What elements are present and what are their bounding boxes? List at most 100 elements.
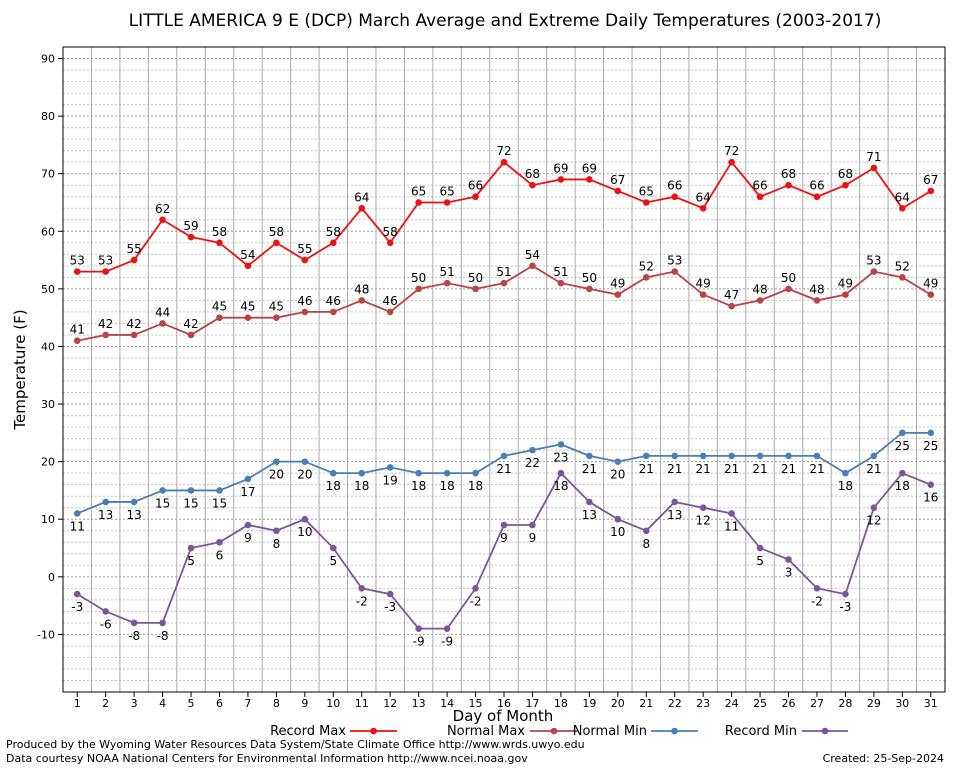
- data-label: 13: [98, 508, 113, 522]
- data-label: 62: [155, 202, 170, 216]
- data-label: 19: [383, 473, 398, 487]
- data-label: 50: [468, 271, 483, 285]
- data-label: 20: [297, 468, 312, 482]
- data-label: 12: [866, 514, 881, 528]
- data-point: [187, 487, 195, 494]
- data-label: 18: [895, 479, 910, 493]
- data-label: -2: [811, 594, 823, 608]
- data-point: [899, 274, 906, 281]
- data-label: 25: [923, 439, 938, 453]
- y-tick-label: -10: [37, 628, 55, 641]
- data-label: 11: [724, 519, 739, 533]
- data-label: 48: [354, 282, 369, 296]
- data-point: [842, 181, 849, 189]
- data-label: 55: [126, 242, 141, 256]
- data-label: -9: [441, 635, 453, 649]
- data-point: [216, 239, 223, 247]
- data-label: 48: [809, 282, 824, 296]
- data-point: [358, 469, 366, 477]
- x-tick-label: 10: [326, 697, 340, 710]
- data-point: [842, 291, 849, 298]
- data-label: -3: [71, 600, 83, 614]
- series-normal-min: 11 13 13 15 15 15 17 20 20 18 18 19 18 18 18 21 22 23 21 20…: [70, 429, 938, 533]
- data-label: 15: [183, 496, 198, 510]
- x-tick-label: 17: [525, 697, 539, 710]
- data-label: -8: [128, 629, 140, 643]
- data-label: 18: [439, 479, 454, 493]
- data-label: 42: [98, 317, 113, 331]
- data-label: 21: [752, 462, 767, 476]
- data-label: 3: [785, 566, 793, 580]
- data-label: 53: [98, 254, 113, 268]
- data-label: 13: [667, 508, 682, 522]
- data-label: 71: [866, 150, 881, 164]
- data-point: [273, 239, 280, 247]
- data-label: 65: [639, 184, 654, 198]
- data-point: [699, 291, 707, 298]
- data-label: 67: [923, 173, 938, 187]
- data-point: [842, 469, 849, 477]
- data-point: [927, 481, 935, 488]
- y-tick-label: 10: [41, 513, 55, 526]
- x-tick-label: 11: [355, 697, 369, 710]
- data-label: 45: [212, 300, 227, 314]
- x-tick-label: 27: [810, 697, 824, 710]
- data-label: 51: [496, 265, 511, 279]
- data-label: 64: [895, 190, 910, 204]
- data-label: 49: [923, 277, 938, 291]
- data-label: -2: [356, 594, 368, 608]
- data-point: [244, 314, 252, 321]
- y-axis-label: Temperature (F): [11, 309, 29, 430]
- data-label: 58: [269, 225, 284, 239]
- data-label: 66: [809, 179, 824, 193]
- legend-marker: [550, 727, 558, 735]
- data-point: [557, 176, 565, 183]
- x-tick-label: 20: [611, 697, 625, 710]
- data-point: [73, 268, 81, 275]
- x-tick-label: 19: [582, 697, 596, 710]
- data-label: 21: [667, 462, 682, 476]
- data-point: [386, 590, 394, 598]
- data-point: [443, 279, 451, 287]
- data-point: [756, 297, 764, 304]
- data-label: 22: [525, 456, 540, 470]
- data-point: [386, 239, 394, 247]
- data-point: [529, 521, 536, 529]
- data-point: [927, 187, 935, 195]
- data-label: 15: [155, 496, 170, 510]
- data-label: 5: [756, 554, 764, 568]
- data-label: 18: [553, 479, 568, 493]
- x-tick-label: 30: [895, 697, 909, 710]
- data-point: [842, 590, 849, 598]
- footer-data-courtesy: Data courtesy NOAA National Centers for …: [6, 752, 528, 765]
- data-point: [301, 515, 309, 523]
- y-tick-label: 90: [41, 53, 55, 66]
- data-point: [728, 452, 735, 460]
- data-point: [699, 452, 707, 460]
- data-point: [130, 331, 138, 339]
- data-point: [443, 469, 451, 477]
- y-tick-label: 60: [41, 225, 55, 238]
- data-label: -8: [157, 629, 169, 643]
- data-label: 18: [354, 479, 369, 493]
- data-label: 58: [212, 225, 227, 239]
- footer-produced-by: Produced by the Wyoming Water Resources …: [6, 738, 585, 751]
- data-point: [699, 204, 707, 212]
- data-point: [813, 452, 821, 460]
- data-point: [642, 452, 650, 460]
- data-label: 58: [326, 225, 341, 239]
- data-label: 21: [724, 462, 739, 476]
- data-label: 8: [273, 537, 281, 551]
- data-label: 23: [553, 450, 568, 464]
- data-label: 21: [696, 462, 711, 476]
- data-point: [273, 314, 280, 321]
- data-point: [329, 544, 337, 552]
- x-tick-label: 21: [639, 697, 653, 710]
- x-tick-label: 26: [782, 697, 796, 710]
- data-point: [557, 469, 565, 477]
- data-label: 68: [781, 167, 796, 181]
- data-point: [785, 181, 792, 189]
- x-tick-label: 1: [74, 697, 81, 710]
